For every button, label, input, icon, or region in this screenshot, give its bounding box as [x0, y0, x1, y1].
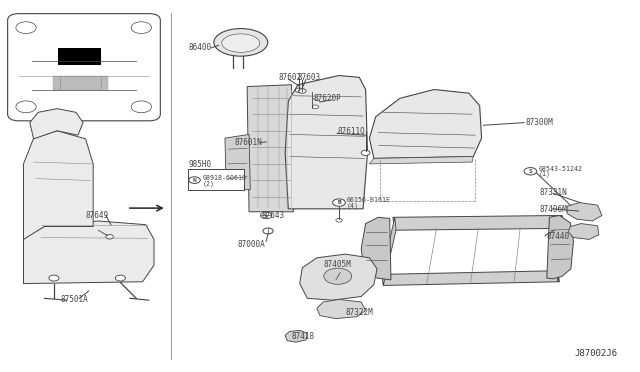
Polygon shape	[300, 254, 377, 300]
Circle shape	[333, 199, 346, 206]
Polygon shape	[285, 330, 307, 342]
Text: B: B	[337, 200, 341, 205]
Text: (4): (4)	[347, 202, 358, 209]
Text: 87406M: 87406M	[540, 205, 568, 214]
Text: 06156-B161E: 06156-B161E	[347, 198, 390, 203]
Circle shape	[131, 101, 152, 113]
Text: 87611Q: 87611Q	[338, 127, 365, 136]
Polygon shape	[361, 217, 391, 280]
Text: J87002J6: J87002J6	[575, 349, 618, 358]
Polygon shape	[568, 224, 599, 240]
Text: 08543-51242: 08543-51242	[539, 166, 582, 172]
Circle shape	[260, 212, 272, 219]
Text: 87322M: 87322M	[346, 308, 373, 317]
FancyBboxPatch shape	[58, 48, 101, 65]
Circle shape	[524, 167, 537, 175]
Polygon shape	[547, 215, 573, 279]
Text: 08918-60610: 08918-60610	[203, 175, 247, 181]
Circle shape	[49, 275, 59, 281]
Circle shape	[16, 22, 36, 33]
FancyBboxPatch shape	[8, 14, 161, 121]
Circle shape	[324, 268, 352, 284]
Polygon shape	[317, 299, 365, 318]
Polygon shape	[382, 271, 559, 285]
Text: 87418: 87418	[291, 332, 315, 341]
Polygon shape	[369, 90, 481, 158]
Text: 87501A: 87501A	[60, 295, 88, 304]
Circle shape	[312, 105, 319, 109]
Polygon shape	[557, 215, 564, 282]
Polygon shape	[567, 203, 602, 221]
Circle shape	[131, 22, 152, 33]
Circle shape	[189, 177, 200, 183]
Circle shape	[115, 275, 125, 281]
Circle shape	[106, 235, 113, 239]
Text: 87620P: 87620P	[314, 94, 341, 103]
Circle shape	[16, 101, 36, 113]
Circle shape	[263, 228, 273, 234]
Text: 87331N: 87331N	[540, 188, 568, 197]
Polygon shape	[369, 157, 474, 164]
Text: 87440: 87440	[547, 232, 570, 241]
Text: 86400: 86400	[188, 44, 211, 52]
Text: 985H0: 985H0	[189, 160, 212, 169]
Circle shape	[295, 88, 303, 93]
Text: N: N	[193, 177, 196, 183]
Polygon shape	[24, 221, 154, 283]
Text: 87649: 87649	[86, 211, 109, 220]
Polygon shape	[393, 215, 564, 230]
Circle shape	[336, 218, 342, 222]
Circle shape	[361, 150, 370, 155]
FancyBboxPatch shape	[52, 76, 108, 90]
Text: 87601N: 87601N	[234, 138, 262, 147]
Ellipse shape	[214, 29, 268, 56]
Polygon shape	[247, 85, 293, 212]
Text: (2): (2)	[203, 181, 215, 187]
Text: 87602: 87602	[278, 73, 301, 82]
Text: (1): (1)	[539, 171, 550, 177]
Text: 87300M: 87300M	[526, 118, 554, 127]
Ellipse shape	[222, 34, 260, 52]
Circle shape	[298, 89, 306, 93]
Polygon shape	[382, 217, 396, 285]
Text: 87603: 87603	[297, 73, 320, 82]
Text: 87000A: 87000A	[237, 240, 266, 249]
Text: 87643: 87643	[262, 211, 285, 220]
FancyBboxPatch shape	[188, 169, 244, 190]
Text: S: S	[529, 169, 532, 174]
Text: 87405M: 87405M	[323, 260, 351, 269]
Polygon shape	[225, 134, 250, 190]
Polygon shape	[24, 131, 93, 240]
Polygon shape	[30, 109, 83, 139]
Polygon shape	[285, 76, 367, 209]
